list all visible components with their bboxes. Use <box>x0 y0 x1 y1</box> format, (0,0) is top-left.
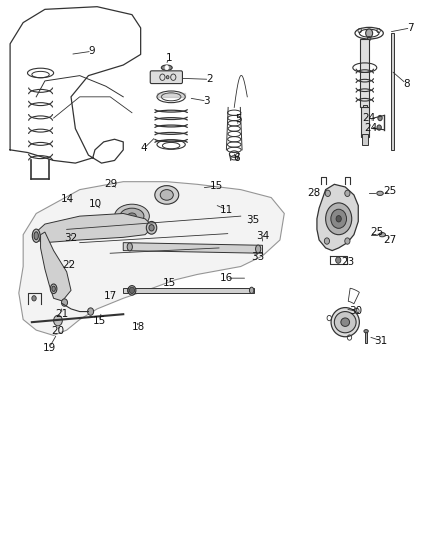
FancyBboxPatch shape <box>150 71 183 84</box>
Text: 15: 15 <box>210 181 223 191</box>
Polygon shape <box>19 182 284 335</box>
Text: 3: 3 <box>204 96 210 106</box>
Circle shape <box>366 29 373 37</box>
Ellipse shape <box>379 232 385 237</box>
Ellipse shape <box>50 284 57 294</box>
Text: 28: 28 <box>307 188 320 198</box>
Text: 25: 25 <box>370 227 383 237</box>
Circle shape <box>32 296 36 301</box>
Circle shape <box>331 209 346 228</box>
Text: 24: 24 <box>364 123 377 133</box>
Ellipse shape <box>127 287 132 294</box>
Text: 35: 35 <box>246 215 260 225</box>
Text: 25: 25 <box>383 185 397 196</box>
Circle shape <box>129 287 134 294</box>
Ellipse shape <box>127 213 136 219</box>
Circle shape <box>325 190 330 197</box>
Text: 15: 15 <box>93 316 106 326</box>
Circle shape <box>324 238 329 244</box>
Text: 7: 7 <box>407 23 414 33</box>
Text: 9: 9 <box>88 46 95 56</box>
Ellipse shape <box>341 318 350 326</box>
Text: 4: 4 <box>141 143 148 154</box>
Text: 6: 6 <box>233 153 240 163</box>
Ellipse shape <box>52 286 55 292</box>
Text: 17: 17 <box>103 290 117 301</box>
Text: 31: 31 <box>374 336 388 346</box>
Text: 1: 1 <box>166 53 172 63</box>
Text: 11: 11 <box>220 205 233 215</box>
Circle shape <box>325 203 352 235</box>
Circle shape <box>53 316 62 326</box>
Text: 18: 18 <box>132 322 145 333</box>
Text: 30: 30 <box>350 306 363 316</box>
Text: 22: 22 <box>62 261 75 270</box>
Circle shape <box>146 221 157 234</box>
Circle shape <box>61 299 67 306</box>
Bar <box>361 108 369 136</box>
Polygon shape <box>123 243 262 253</box>
Text: 21: 21 <box>56 309 69 319</box>
Circle shape <box>165 66 169 70</box>
Ellipse shape <box>331 308 359 337</box>
Ellipse shape <box>155 185 179 204</box>
Bar <box>391 33 394 150</box>
Ellipse shape <box>128 286 136 295</box>
Text: 2: 2 <box>206 74 213 84</box>
Circle shape <box>166 76 169 79</box>
Ellipse shape <box>115 204 149 228</box>
Text: 5: 5 <box>235 114 242 124</box>
Circle shape <box>336 216 341 222</box>
Ellipse shape <box>161 65 172 70</box>
Circle shape <box>336 257 341 263</box>
Ellipse shape <box>34 232 39 240</box>
Text: 27: 27 <box>383 235 397 245</box>
Text: 34: 34 <box>256 231 269 241</box>
Bar <box>363 105 367 115</box>
Circle shape <box>149 224 154 231</box>
Wedge shape <box>348 288 359 304</box>
Text: 16: 16 <box>220 273 233 283</box>
Polygon shape <box>41 232 71 301</box>
Polygon shape <box>123 288 254 293</box>
Ellipse shape <box>250 287 254 294</box>
Text: 24: 24 <box>363 113 376 123</box>
Ellipse shape <box>255 245 261 253</box>
Text: 8: 8 <box>403 78 410 88</box>
Bar <box>360 38 369 108</box>
Ellipse shape <box>120 208 144 224</box>
Ellipse shape <box>160 190 173 200</box>
Ellipse shape <box>334 312 356 333</box>
Text: 33: 33 <box>251 252 264 262</box>
Text: 20: 20 <box>51 326 64 336</box>
Circle shape <box>345 190 350 197</box>
Text: 19: 19 <box>42 343 56 353</box>
Text: 23: 23 <box>341 257 354 267</box>
Text: 15: 15 <box>162 278 176 288</box>
Bar <box>362 134 368 144</box>
Circle shape <box>377 125 381 130</box>
Ellipse shape <box>377 191 383 196</box>
Text: 32: 32 <box>64 233 78 244</box>
Ellipse shape <box>32 229 40 243</box>
Circle shape <box>345 238 350 244</box>
Polygon shape <box>36 214 154 243</box>
Text: 29: 29 <box>104 179 118 189</box>
Ellipse shape <box>127 243 132 251</box>
Circle shape <box>88 308 94 316</box>
Polygon shape <box>317 184 358 251</box>
Bar <box>365 332 367 343</box>
Circle shape <box>378 115 382 120</box>
Text: 14: 14 <box>61 193 74 204</box>
Ellipse shape <box>364 329 368 333</box>
Text: 10: 10 <box>89 199 102 209</box>
